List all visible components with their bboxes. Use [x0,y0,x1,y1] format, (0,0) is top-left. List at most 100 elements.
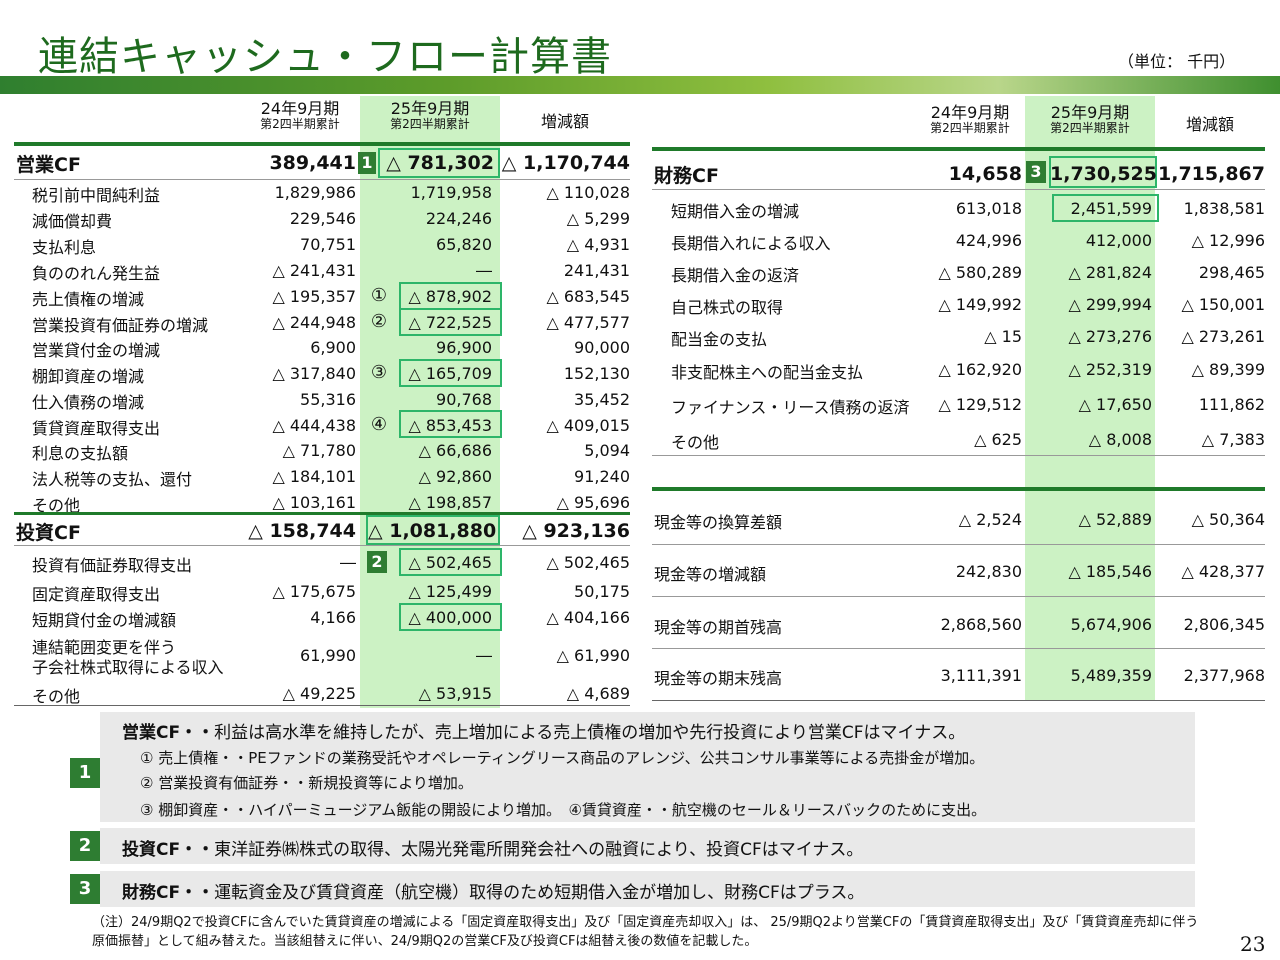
table-row-prev: △ 444,438 [272,416,356,435]
highlight-box [399,603,502,631]
table-row-diff: △ 273,261 [1181,327,1265,346]
table-row-prev: 242,830 [955,562,1022,581]
table-row-diff: 298,465 [1198,263,1265,282]
right-current-column-highlight [1025,96,1155,700]
table-row-label: 非支配株主への配当金支払 [671,363,864,382]
table-row-cur: △ 165,709 [408,364,492,383]
note-panel-1 [100,712,1195,822]
table-row-prev: △ 129,512 [938,395,1022,414]
investing-total-rule [14,545,630,546]
table-row-cur: △ 878,902 [408,287,492,306]
financing-total-diff: 1,715,867 [1158,163,1265,185]
table-row-label: ファイナンス・リース債務の返済 [671,398,910,417]
table-row-prev: 424,996 [955,231,1022,250]
note-mark: ③ [370,362,388,383]
note-1-head: 営業CF・・ [122,723,215,743]
financing-total-prev: 14,658 [948,163,1022,185]
table-row-diff: △ 61,990 [556,646,630,665]
operating-badge: 1 [358,152,376,174]
table-row-cur: △ 400,000 [408,608,492,627]
highlight-box [399,359,502,387]
table-row-label: 現金等の期首残高 [654,618,783,637]
table-row-cur: ― [476,646,492,665]
table-row-prev: △ 184,101 [272,467,356,486]
table-row-cur: △ 185,546 [1068,562,1152,581]
right-header-prev: 24年9月期 第2四半期累計 [930,103,1010,136]
note-2-main: 投資CF・・東洋証券㈱株式の取得、太陽光発電所開発会社への融資により、投資CFは… [122,835,863,860]
table-row-label-line2: 子会社株式取得による収入 [32,658,224,677]
table-row-prev: △ 625 [974,430,1022,449]
table-row-cur: 90,768 [436,390,492,409]
highlight-box [1052,194,1159,222]
table-row-diff: 1,838,581 [1183,199,1265,218]
table-row-cur: △ 273,276 [1068,327,1152,346]
note-badge-1: 1 [70,758,100,788]
table-row-cur: △ 66,686 [418,441,492,460]
table-row-prev: 2,868,560 [940,615,1022,634]
table-row-prev: △ 71,780 [282,441,356,460]
page-title: 連結キャッシュ・フロー計算書 [38,34,612,80]
table-row-cur: △ 502,465 [408,553,492,572]
highlight-box [399,308,502,336]
table-row-prev: △ 241,431 [272,261,356,280]
table-row-cur: △ 53,915 [418,684,492,703]
table-row-prev: ― [340,553,356,572]
table-row-prev: △ 317,840 [272,364,356,383]
table-row-label: 法人税等の支払、還付 [32,470,193,489]
table-row-label: 利息の支払額 [32,444,129,463]
highlight-box [399,548,502,576]
table-row-diff: △ 683,545 [546,287,630,306]
table-row-prev: △ 149,992 [938,295,1022,314]
table-row-label: 現金等の換算差額 [654,513,783,532]
table-row-prev: △ 162,920 [938,360,1022,379]
cash-rule [652,596,1265,597]
investing-total-prev: △ 158,744 [248,520,356,542]
table-row-label: 現金等の増減額 [654,565,767,584]
table-row-label: 固定資産取得支出 [32,585,161,604]
table-row-label: 負ののれん発生益 [32,264,161,283]
table-row-cur: △ 125,499 [408,582,492,601]
left-header-prev: 24年9月期 第2四半期累計 [260,99,340,132]
table-row-label: 仕入債務の増減 [32,393,145,412]
table-row-prev: 6,900 [310,338,356,357]
table-row-diff: △ 12,996 [1191,231,1265,250]
table-row-label: 棚卸資産の増減 [32,367,145,386]
note-mark: ② [370,311,388,332]
table-row-prev: △ 175,675 [272,582,356,601]
right-header-rule [652,147,1265,151]
operating-total-diff: △ 1,170,744 [501,152,630,174]
note-mark: ① [370,285,388,306]
note-badge-2: 2 [70,831,100,861]
table-row-diff: △ 4,931 [566,235,630,254]
table-row-diff: △ 428,377 [1181,562,1265,581]
unit-label: （単位： 千円） [1118,52,1236,71]
table-row-diff: 2,806,345 [1183,615,1265,634]
table-row-cur: 224,246 [425,209,492,228]
table-row-prev: 613,018 [955,199,1022,218]
table-row-prev: 55,316 [300,390,356,409]
table-row-cur: △ 198,857 [408,493,492,512]
table-row-cur: 5,674,906 [1070,615,1152,634]
right-header-diff: 増減額 [1185,115,1234,134]
table-row-label: 賃貸資産取得支出 [32,419,161,438]
table-row-label: 長期借入れによる収入 [671,234,831,253]
operating-total-cur: △ 781,302 [386,152,494,174]
investing-badge: 2 [367,551,387,573]
investing-total-label: 投資CF [16,522,81,544]
note-1-main: 営業CF・・利益は高水準を維持したが、売上増加による売上債権の増加や先行投資によ… [122,718,965,743]
table-row-diff: 35,452 [574,390,630,409]
title-bar [0,76,1280,94]
table-row-diff: 91,240 [574,467,630,486]
investing-total-diff: △ 923,136 [522,520,630,542]
table-row-label: 売上債権の増減 [32,290,145,309]
table-row-diff: 50,175 [574,582,630,601]
table-row-cur: △ 52,889 [1078,510,1152,529]
table-row-prev: △ 580,289 [938,263,1022,282]
table-row-label: 営業投資有価証券の増減 [32,316,209,335]
table-row-diff: 152,130 [563,364,630,383]
table-row-diff: △ 5,299 [566,209,630,228]
table-row-label: 現金等の期末残高 [654,669,783,688]
table-row-label: 短期借入金の増減 [671,202,800,221]
table-row-label: 自己株式の取得 [671,298,784,317]
right-header-cur: 25年9月期 第2四半期累計 [1050,103,1130,136]
